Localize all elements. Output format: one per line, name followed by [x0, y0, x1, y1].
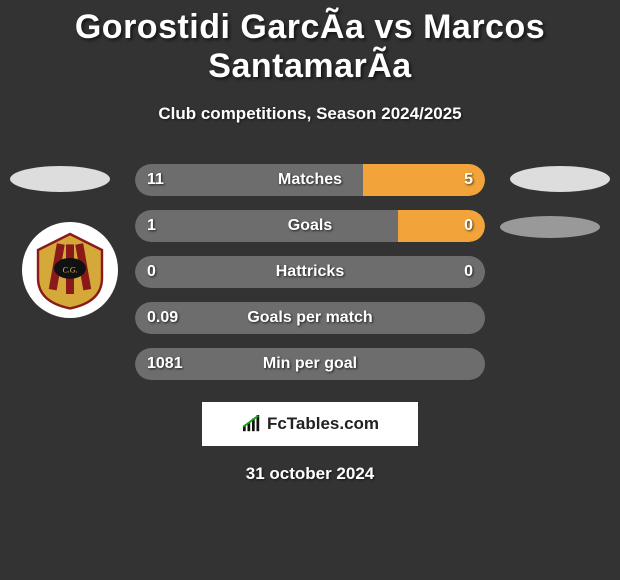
- date-label: 31 october 2024: [0, 464, 620, 484]
- stat-row: 1Goals0: [135, 210, 485, 242]
- stat-row: 0.09Goals per match: [135, 302, 485, 334]
- stats-list: 11Matches51Goals00Hattricks00.09Goals pe…: [135, 164, 485, 380]
- brand-name: FcTables.com: [267, 414, 379, 434]
- club-crest-icon: C.G.: [30, 230, 110, 310]
- stat-value-right: 0: [464, 217, 473, 235]
- bar-chart-icon: [241, 415, 263, 433]
- stat-value-right: 5: [464, 171, 473, 189]
- stat-row: 1081Min per goal: [135, 348, 485, 380]
- stat-row: 11Matches5: [135, 164, 485, 196]
- player-photo-placeholder-right: [510, 166, 610, 192]
- stat-label: Goals: [135, 217, 485, 235]
- club-badge-placeholder-right: [500, 216, 600, 238]
- stat-label: Goals per match: [135, 309, 485, 327]
- stat-label: Min per goal: [135, 355, 485, 373]
- page-title: Gorostidi GarcÃ­a vs Marcos SantamarÃ­a: [0, 8, 620, 86]
- stat-label: Matches: [135, 171, 485, 189]
- player-photo-placeholder-left: [10, 166, 110, 192]
- stat-value-right: 0: [464, 263, 473, 281]
- comparison-card: Gorostidi GarcÃ­a vs Marcos SantamarÃ­a …: [0, 0, 620, 484]
- stat-row: 0Hattricks0: [135, 256, 485, 288]
- subtitle: Club competitions, Season 2024/2025: [0, 104, 620, 124]
- brand-badge[interactable]: FcTables.com: [202, 402, 418, 446]
- club-badge-left: C.G.: [22, 222, 118, 318]
- svg-text:C.G.: C.G.: [62, 265, 77, 274]
- stat-label: Hattricks: [135, 263, 485, 281]
- main-content: C.G. 11Matches51Goals00Hattricks00.09Goa…: [0, 164, 620, 484]
